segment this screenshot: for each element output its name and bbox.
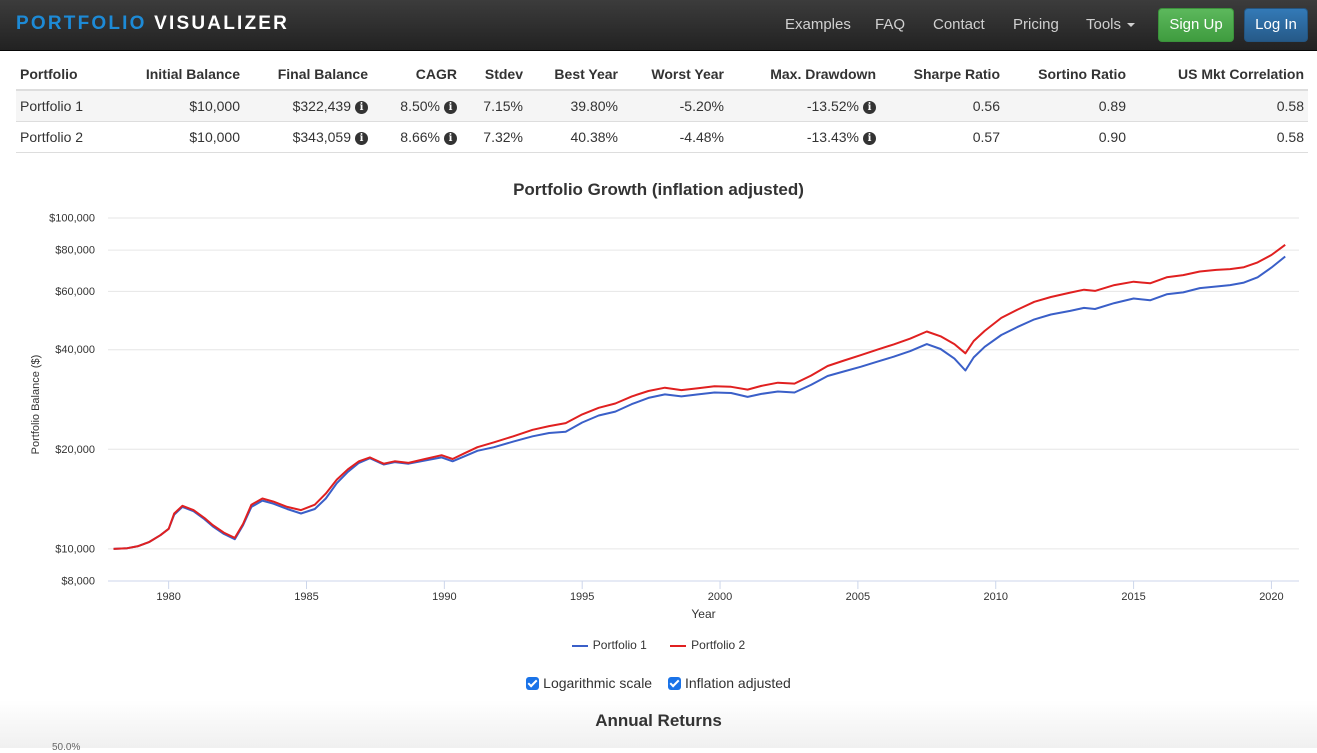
- x-tick-label: 2000: [708, 591, 732, 603]
- x-tick-label: 1980: [156, 591, 180, 603]
- cell-final-balance: $322,439 i: [244, 90, 372, 122]
- caret-down-icon: [1127, 23, 1136, 28]
- cell-max-drawdown: -13.43% i: [728, 121, 880, 153]
- sign-up-button[interactable]: Sign Up: [1158, 8, 1234, 42]
- chart-legend: Portfolio 1 Portfolio 2: [0, 638, 1317, 652]
- x-tick-label: 2010: [983, 591, 1007, 603]
- cell-initial-balance: $10,000: [116, 90, 244, 122]
- col-header-us-mkt-correlation: US Mkt Correlation: [1130, 58, 1308, 91]
- cell-max-drawdown: -13.52% i: [728, 90, 880, 122]
- brand-part2: VISUALIZER: [154, 13, 290, 34]
- x-tick-label: 2015: [1121, 591, 1145, 603]
- y-tick-label: $60,000: [55, 286, 95, 298]
- legend-item-portfolio-1[interactable]: Portfolio 1: [571, 638, 647, 652]
- cell-cagr: 8.50% i: [372, 90, 461, 122]
- info-icon[interactable]: i: [355, 100, 368, 114]
- cell-initial-balance: $10,000: [116, 121, 244, 153]
- cell-max-drawdown-value: -13.43%: [806, 128, 859, 145]
- chart-options: Logarithmic scale Inflation adjusted: [0, 675, 1317, 691]
- y-axis-title: Portfolio Balance ($): [30, 355, 42, 455]
- brand-part1: PORTFOLIO: [16, 13, 147, 34]
- legend-swatch: [571, 644, 588, 647]
- y-tick-label: $80,000: [55, 245, 95, 257]
- legend-item-portfolio-2[interactable]: Portfolio 2: [670, 638, 745, 652]
- col-header-portfolio: Portfolio: [16, 58, 116, 91]
- cell-us-mkt-correlation: 0.58: [1130, 90, 1308, 122]
- col-header-max-drawdown: Max. Drawdown: [728, 58, 880, 91]
- inflation-adjusted-label: Inflation adjusted: [684, 675, 791, 691]
- log-scale-checkbox[interactable]: Logarithmic scale: [526, 675, 652, 691]
- nav-link-examples[interactable]: Examples: [785, 16, 851, 33]
- cell-portfolio: Portfolio 2: [16, 121, 116, 153]
- cell-us-mkt-correlation: 0.58: [1130, 121, 1308, 153]
- cell-cagr-value: 8.50%: [400, 97, 440, 114]
- cell-stdev: 7.15%: [461, 90, 527, 122]
- info-icon[interactable]: i: [355, 131, 368, 145]
- cell-max-drawdown-value: -13.52%: [806, 97, 859, 114]
- col-header-final-balance: Final Balance: [244, 58, 372, 91]
- portfolio-growth-chart: $8,000 $10,000 $20,000 $40,000 $60,000 $80,00…: [30, 213, 1299, 621]
- cell-final-balance-value: $343,059: [292, 128, 351, 145]
- x-axis-title: Year: [691, 607, 715, 621]
- legend-label: Portfolio 2: [691, 638, 746, 652]
- chart-title: Portfolio Growth (inflation adjusted): [513, 180, 804, 199]
- nav-link-pricing[interactable]: Pricing: [1013, 16, 1059, 33]
- nav-menu-tools[interactable]: Tools: [1086, 16, 1136, 33]
- col-header-sortino-ratio: Sortino Ratio: [1004, 58, 1130, 91]
- checkbox-checked-icon[interactable]: [526, 677, 540, 690]
- series-line-portfolio-2: [113, 243, 1286, 550]
- y-tick-label: $20,000: [55, 444, 95, 456]
- log-in-button[interactable]: Log In: [1244, 8, 1308, 42]
- log-scale-label: Logarithmic scale: [543, 675, 653, 691]
- checkbox-checked-icon[interactable]: [667, 677, 681, 690]
- table-row: Portfolio 1 $10,000 $322,439 i 8.50% i 7.1…: [16, 90, 1308, 122]
- brand-logo[interactable]: PORTFOLIO VISUALIZER: [16, 13, 289, 35]
- info-icon[interactable]: i: [863, 100, 876, 114]
- table-row: Portfolio 2 $10,000 $343,059 i 8.66% i 7.3…: [16, 121, 1308, 153]
- info-icon[interactable]: i: [444, 100, 457, 114]
- legend-label: Portfolio 1: [592, 638, 647, 652]
- info-icon[interactable]: i: [444, 131, 457, 145]
- y-tick-label: $100,000: [49, 213, 95, 225]
- nav-menu-tools-label: Tools: [1086, 16, 1122, 33]
- x-tick-label: 2005: [846, 591, 870, 603]
- cell-sortino-ratio: 0.89: [1004, 90, 1130, 122]
- x-tick-label: 1995: [570, 591, 594, 603]
- cell-best-year: 40.38%: [527, 121, 622, 153]
- cell-cagr-value: 8.66%: [400, 128, 440, 145]
- y-tick-label: $40,000: [55, 344, 95, 356]
- legend-swatch: [670, 644, 687, 647]
- nav-link-contact[interactable]: Contact: [933, 16, 985, 33]
- y-tick-label: $10,000: [55, 543, 95, 555]
- portfolio-stats-table: Portfolio Initial Balance Final Balance …: [16, 58, 1308, 153]
- cell-final-balance-value: $322,439: [292, 97, 351, 114]
- cell-worst-year: -5.20%: [622, 90, 728, 122]
- cell-stdev: 7.32%: [461, 121, 527, 153]
- series-line-portfolio-1: [113, 255, 1286, 550]
- cell-sharpe-ratio: 0.57: [880, 121, 1004, 153]
- cell-final-balance: $343,059 i: [244, 121, 372, 153]
- col-header-worst-year: Worst Year: [622, 58, 728, 91]
- top-navbar: PORTFOLIO VISUALIZER Examples FAQ Contac…: [0, 0, 1317, 51]
- annual-returns-title: Annual Returns: [595, 711, 722, 730]
- x-tick-label: 2020: [1259, 591, 1283, 603]
- table-header-row: Portfolio Initial Balance Final Balance …: [16, 58, 1308, 91]
- col-header-sharpe-ratio: Sharpe Ratio: [880, 58, 1004, 91]
- cell-worst-year: -4.48%: [622, 121, 728, 153]
- nav-link-faq[interactable]: FAQ: [875, 16, 906, 33]
- x-tick-label: 1990: [432, 591, 456, 603]
- info-icon[interactable]: i: [863, 131, 876, 145]
- cell-sharpe-ratio: 0.56: [880, 90, 1004, 122]
- cell-portfolio: Portfolio 1: [16, 90, 116, 122]
- x-tick-label: 1985: [294, 591, 318, 603]
- cell-best-year: 39.80%: [527, 90, 622, 122]
- cell-cagr: 8.66% i: [372, 121, 461, 153]
- inflation-adjusted-checkbox[interactable]: Inflation adjusted: [667, 675, 791, 691]
- cell-sortino-ratio: 0.90: [1004, 121, 1130, 153]
- col-header-cagr: CAGR: [372, 58, 461, 91]
- y-tick-label: $8,000: [61, 576, 95, 588]
- col-header-best-year: Best Year: [527, 58, 622, 91]
- col-header-initial-balance: Initial Balance: [116, 58, 244, 91]
- col-header-stdev: Stdev: [461, 58, 527, 91]
